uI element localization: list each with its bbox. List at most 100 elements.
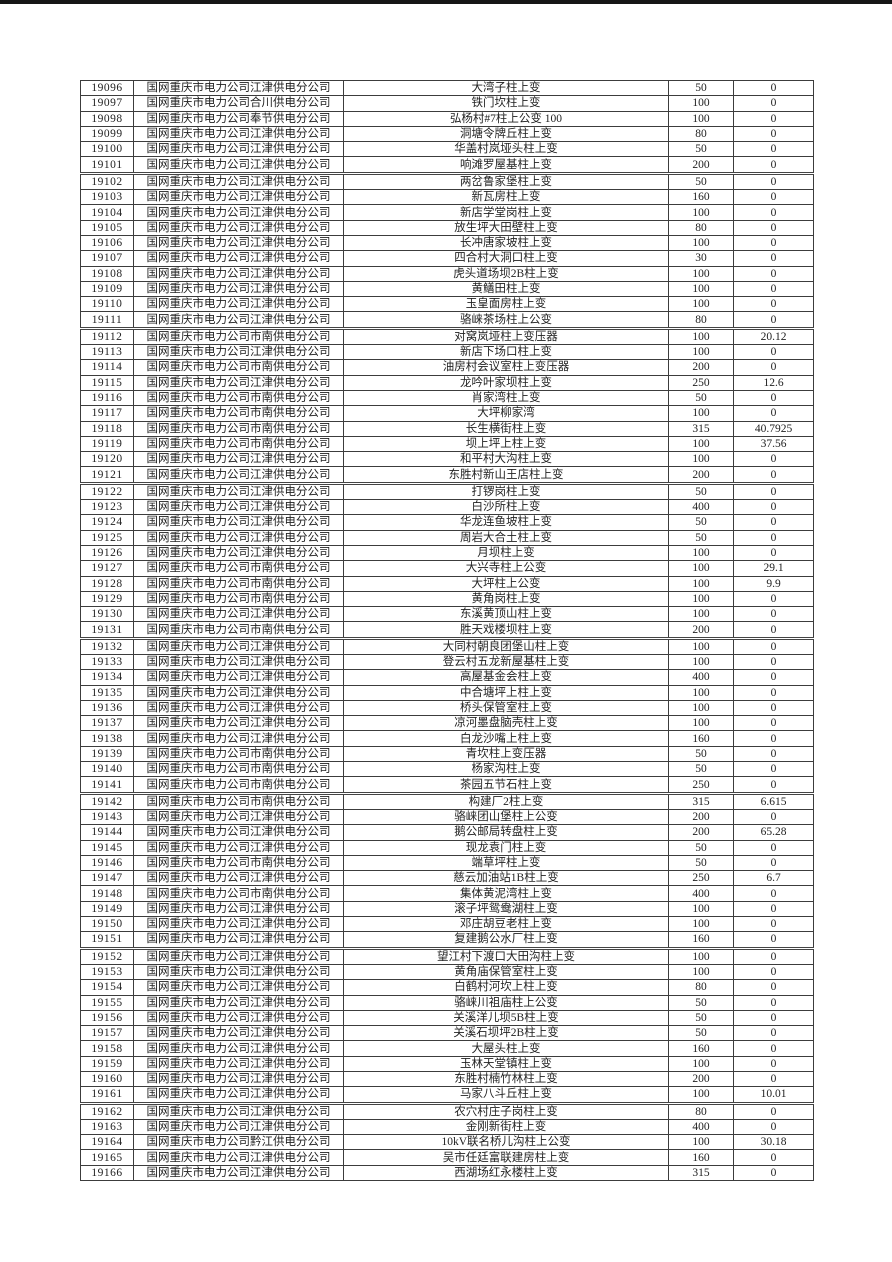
cell-name: 大同村朝良团堡山柱上变 <box>343 637 669 655</box>
cell-name: 华龙连鱼坡柱上变 <box>343 514 669 531</box>
cell-cap: 250 <box>668 374 734 391</box>
cell-company: 国网重庆市电力公司江津供电分公司 <box>133 947 344 965</box>
cell-company: 国网重庆市电力公司市南供电分公司 <box>133 389 344 407</box>
cell-id: 19099 <box>80 125 134 143</box>
table-row: 19124 国网重庆市电力公司江津供电分公司 华龙连鱼坡柱上变 50 0 <box>80 514 814 531</box>
cell-company: 国网重庆市电力公司江津供电分公司 <box>133 250 344 267</box>
cell-company: 国网重庆市电力公司江津供电分公司 <box>133 839 344 856</box>
cell-cap: 100 <box>668 296 734 313</box>
table-row: 19165 国网重庆市电力公司江津供电分公司 吴市任廷富联建房柱上变 160 0 <box>80 1149 814 1166</box>
cell-val: 0 <box>733 156 814 175</box>
cell-cap: 100 <box>668 265 734 282</box>
cell-cap: 50 <box>668 745 734 763</box>
table-row: 19105 国网重庆市电力公司江津供电分公司 放生坪大田壁柱上变 80 0 <box>80 219 814 236</box>
cell-id: 19154 <box>80 979 134 996</box>
cell-val: 0 <box>733 405 814 422</box>
cell-id: 19097 <box>80 95 134 112</box>
cell-name: 吴市任廷富联建房柱上变 <box>343 1149 669 1166</box>
cell-cap: 100 <box>668 95 734 112</box>
cell-name: 坝上坪上柱上变 <box>343 435 669 453</box>
cell-cap: 50 <box>668 514 734 531</box>
cell-name: 关溪石坝坪2B柱上变 <box>343 1025 669 1042</box>
cell-name: 新店下场口柱上变 <box>343 344 669 361</box>
cell-cap: 100 <box>668 1055 734 1073</box>
table-row: 19153 国网重庆市电力公司江津供电分公司 黄角庙保管室柱上变 100 0 <box>80 963 814 981</box>
cell-val: 0 <box>733 311 814 330</box>
cell-name: 弘杨村#7柱上公变 100 <box>343 110 669 127</box>
cell-name: 现龙袁门柱上变 <box>343 839 669 856</box>
cell-val: 0 <box>733 250 814 267</box>
cell-val: 0 <box>733 141 814 158</box>
cell-id: 19103 <box>80 189 134 206</box>
cell-id: 19149 <box>80 900 134 918</box>
cell-name: 茶园五节石柱上变 <box>343 776 669 795</box>
cell-company: 国网重庆市电力公司市南供电分公司 <box>133 435 344 453</box>
table-row: 19100 国网重庆市电力公司江津供电分公司 华盖村岚垭头柱上变 50 0 <box>80 141 814 158</box>
cell-id: 19112 <box>80 327 134 346</box>
cell-cap: 100 <box>668 560 734 577</box>
cell-val: 0 <box>733 544 814 562</box>
table-row: 19143 国网重庆市电力公司江津供电分公司 骆崃团山堡柱上公变 200 0 <box>80 808 814 826</box>
cell-val: 0 <box>733 808 814 826</box>
cell-company: 国网重庆市电力公司江津供电分公司 <box>133 79 344 97</box>
cell-company: 国网重庆市电力公司江津供电分公司 <box>133 1086 344 1105</box>
cell-val: 65.28 <box>733 824 814 841</box>
cell-val: 0 <box>733 900 814 918</box>
cell-cap: 80 <box>668 125 734 143</box>
cell-id: 19130 <box>80 606 134 623</box>
table-row: 19128 国网重庆市电力公司市南供电分公司 大坪柱上公变 100 9.9 <box>80 575 814 592</box>
table-row: 19154 国网重庆市电力公司江津供电分公司 白鹤村河坎上柱上变 80 0 <box>80 979 814 996</box>
table-row: 19113 国网重庆市电力公司江津供电分公司 新店下场口柱上变 100 0 <box>80 344 814 361</box>
cell-company: 国网重庆市电力公司江津供电分公司 <box>133 606 344 623</box>
table-row: 19136 国网重庆市电力公司江津供电分公司 桥头保管室柱上变 100 0 <box>80 699 814 717</box>
cell-name: 复建鹅公水厂柱上变 <box>343 931 669 950</box>
cell-val: 0 <box>733 684 814 701</box>
cell-company: 国网重庆市电力公司江津供电分公司 <box>133 1025 344 1042</box>
cell-id: 19117 <box>80 405 134 422</box>
cell-company: 国网重庆市电力公司市南供电分公司 <box>133 405 344 422</box>
cell-val: 0 <box>733 606 814 623</box>
cell-name: 白龙沙嘴上柱上变 <box>343 730 669 747</box>
cell-name: 端草坪柱上变 <box>343 854 669 872</box>
cell-company: 国网重庆市电力公司市南供电分公司 <box>133 745 344 763</box>
cell-cap: 100 <box>668 204 734 221</box>
cell-id: 19114 <box>80 359 134 376</box>
cell-id: 19158 <box>80 1040 134 1057</box>
cell-id: 19151 <box>80 931 134 950</box>
cell-cap: 315 <box>668 792 734 810</box>
table-row: 19126 国网重庆市电力公司江津供电分公司 月坝柱上变 100 0 <box>80 544 814 562</box>
cell-val: 12.6 <box>733 374 814 391</box>
cell-cap: 200 <box>668 808 734 826</box>
cell-cap: 50 <box>668 141 734 158</box>
table-row: 19133 国网重庆市电力公司江津供电分公司 登云村五龙新屋基柱上变 100 0 <box>80 653 814 671</box>
cell-id: 19131 <box>80 621 134 640</box>
cell-name: 马家八斗丘柱上变 <box>343 1086 669 1105</box>
cell-name: 集体黄泥湾柱上变 <box>343 885 669 902</box>
cell-cap: 315 <box>668 420 734 437</box>
cell-cap: 100 <box>668 916 734 933</box>
cell-name: 中合塘坪上柱上变 <box>343 684 669 701</box>
cell-cap: 160 <box>668 189 734 206</box>
cell-cap: 100 <box>668 699 734 717</box>
table-row: 19159 国网重庆市电力公司江津供电分公司 玉林天堂镇柱上变 100 0 <box>80 1055 814 1073</box>
table-row: 19118 国网重庆市电力公司市南供电分公司 长生横街柱上变 315 40.7925 <box>80 420 814 437</box>
cell-val: 0 <box>733 1102 814 1120</box>
cell-id: 19126 <box>80 544 134 562</box>
cell-cap: 100 <box>668 435 734 453</box>
cell-val: 0 <box>733 1055 814 1073</box>
table-row: 19101 国网重庆市电力公司江津供电分公司 响滩罗屋基柱上变 200 0 <box>80 156 814 175</box>
cell-id: 19153 <box>80 963 134 981</box>
cell-name: 四合村大洞口柱上变 <box>343 250 669 267</box>
cell-cap: 315 <box>668 1164 734 1182</box>
cell-id: 19147 <box>80 870 134 887</box>
cell-name: 凉河墨盘脑壳柱上变 <box>343 715 669 732</box>
cell-cap: 200 <box>668 1070 734 1088</box>
cell-name: 虎头道场坝2B柱上变 <box>343 265 669 282</box>
cell-cap: 30 <box>668 250 734 267</box>
table-row: 19142 国网重庆市电力公司市南供电分公司 构建厂2柱上变 315 6.615 <box>80 792 814 810</box>
cell-cap: 200 <box>668 156 734 175</box>
window-top-bar <box>0 0 892 4</box>
cell-val: 0 <box>733 963 814 981</box>
cell-id: 19125 <box>80 529 134 546</box>
cell-company: 国网重庆市电力公司江津供电分公司 <box>133 1102 344 1120</box>
